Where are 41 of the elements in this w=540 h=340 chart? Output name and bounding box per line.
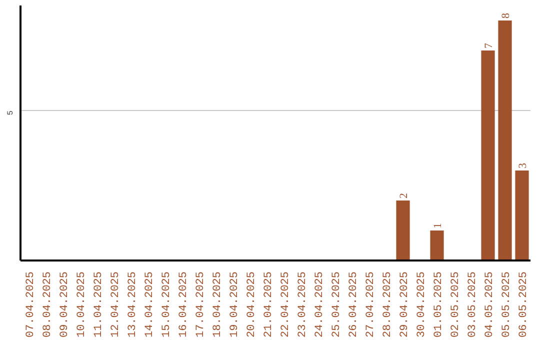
x-tick-label: 09.04.2025 bbox=[59, 271, 71, 338]
x-tick-label: 14.04.2025 bbox=[144, 271, 156, 338]
x-tick-label: 06.05.2025 bbox=[518, 271, 530, 338]
x-tick-label: 07.04.2025 bbox=[25, 271, 37, 338]
y-tick-label: 5 bbox=[6, 110, 16, 116]
data-label: 8 bbox=[500, 12, 512, 18]
x-tick-label: 16.04.2025 bbox=[178, 271, 190, 338]
bar bbox=[498, 20, 512, 260]
data-label: 7 bbox=[483, 42, 495, 48]
x-tick-label: 30.04.2025 bbox=[416, 271, 428, 338]
x-tick-label: 24.04.2025 bbox=[314, 271, 326, 338]
x-tick-label: 04.05.2025 bbox=[484, 271, 496, 338]
bar bbox=[481, 50, 495, 260]
x-tick-label: 11.04.2025 bbox=[93, 271, 105, 338]
x-tick-label: 25.04.2025 bbox=[331, 271, 343, 338]
x-tick-label: 02.05.2025 bbox=[450, 271, 462, 338]
x-tick-label: 15.04.2025 bbox=[161, 271, 173, 338]
x-tick-label: 28.04.2025 bbox=[382, 271, 394, 338]
data-label: 1 bbox=[432, 223, 444, 228]
x-tick-label: 03.05.2025 bbox=[467, 271, 479, 338]
x-tick-label: 17.04.2025 bbox=[195, 271, 207, 338]
x-tick-label: 01.05.2025 bbox=[433, 271, 445, 338]
x-tick-label: 10.04.2025 bbox=[76, 271, 88, 338]
bar bbox=[515, 170, 529, 260]
x-tick-label: 13.04.2025 bbox=[127, 271, 139, 338]
bar bbox=[430, 230, 444, 260]
x-tick-label: 19.04.2025 bbox=[229, 271, 241, 338]
x-tick-label: 18.04.2025 bbox=[212, 271, 224, 338]
bar bbox=[396, 200, 410, 260]
x-tick-label: 12.04.2025 bbox=[110, 271, 122, 338]
x-tick-label: 20.04.2025 bbox=[246, 271, 258, 338]
data-label: 2 bbox=[398, 193, 410, 198]
x-tick-label: 08.04.2025 bbox=[42, 271, 54, 338]
x-tick-label: 29.04.2025 bbox=[399, 271, 411, 338]
x-tick-label: 23.04.2025 bbox=[297, 271, 309, 338]
x-tick-label: 27.04.2025 bbox=[365, 271, 377, 338]
x-tick-label: 26.04.2025 bbox=[348, 271, 360, 338]
x-tick-label: 05.05.2025 bbox=[501, 271, 513, 338]
data-label: 3 bbox=[517, 162, 529, 168]
x-tick-label: 21.04.2025 bbox=[263, 271, 275, 338]
x-tick-label: 22.04.2025 bbox=[280, 271, 292, 338]
